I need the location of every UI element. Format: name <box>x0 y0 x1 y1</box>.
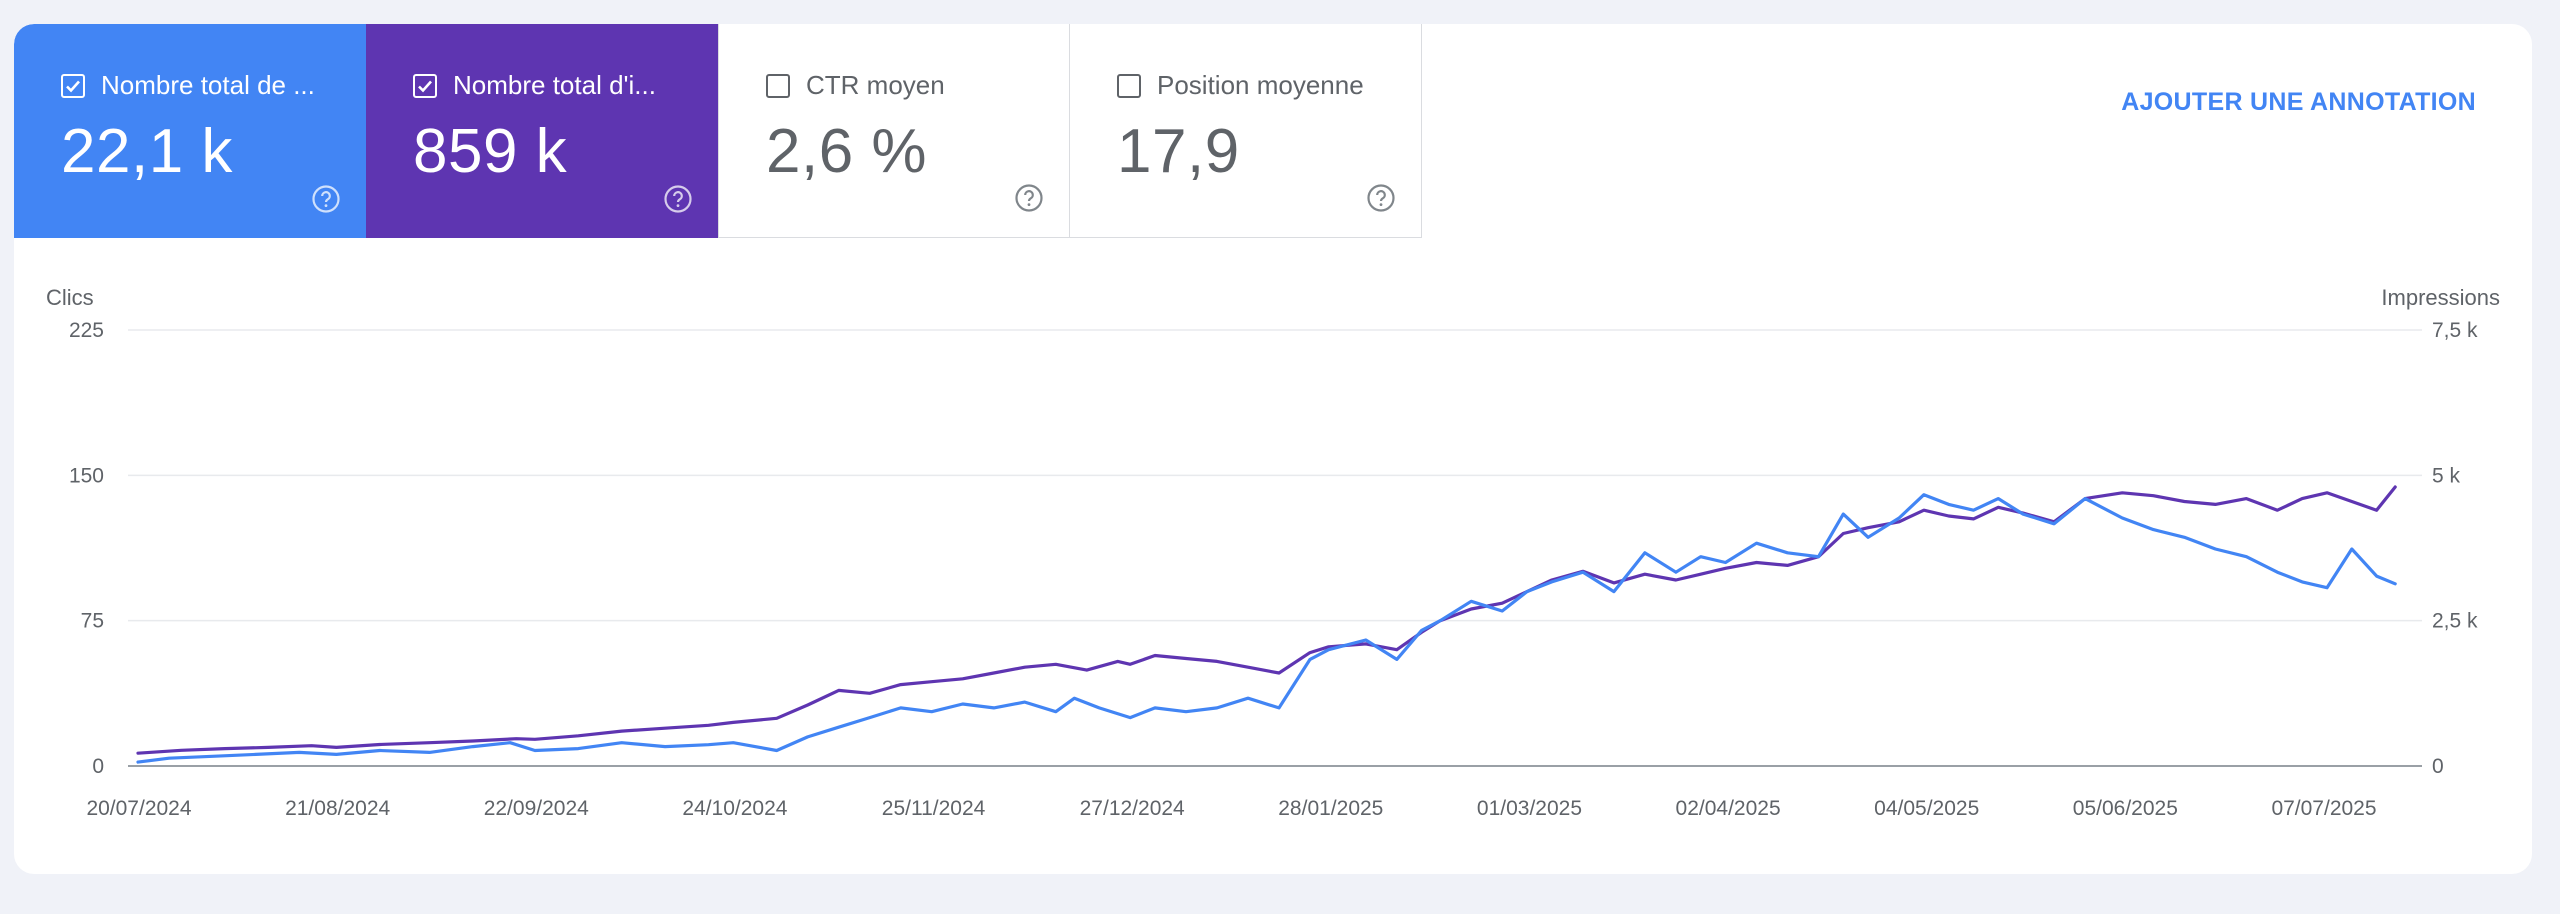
help-icon[interactable] <box>311 184 341 214</box>
metric-tiles: Nombre total de ... 22,1 k Nombre total … <box>14 24 1422 238</box>
x-tick-label: 02/04/2025 <box>1676 797 1781 820</box>
checkbox-checked-icon[interactable] <box>61 73 85 98</box>
x-tick-label: 05/06/2025 <box>2073 797 2178 820</box>
y-right-tick-label: 5 k <box>2432 464 2461 487</box>
add-annotation-button[interactable]: AJOUTER UNE ANNOTATION <box>2121 88 2476 116</box>
y-right-tick-label: 7,5 k <box>2432 319 2478 342</box>
tile-value: 2,6 % <box>766 117 928 186</box>
y-left-tick-label: 150 <box>69 464 104 487</box>
x-tick-label: 25/11/2024 <box>882 797 986 820</box>
x-tick-label: 24/10/2024 <box>682 797 787 820</box>
tile-total-clicks[interactable]: Nombre total de ... 22,1 k <box>14 24 366 238</box>
y-right-tick-label: 2,5 k <box>2432 610 2478 633</box>
tile-header: Nombre total d'i... <box>413 70 656 101</box>
performance-card: Nombre total de ... 22,1 k Nombre total … <box>14 24 2532 874</box>
tile-value: 859 k <box>413 117 568 186</box>
y-left-tick-label: 75 <box>81 610 104 633</box>
y-right-tick-label: 0 <box>2432 755 2444 778</box>
x-tick-label: 20/07/2024 <box>86 797 191 820</box>
y-left-tick-label: 225 <box>69 319 104 342</box>
tile-value: 22,1 k <box>61 117 233 186</box>
help-icon[interactable] <box>663 184 693 214</box>
y-left-axis-title: Clics <box>46 285 94 310</box>
x-tick-label: 27/12/2024 <box>1080 797 1185 820</box>
checkbox-unchecked-icon[interactable] <box>766 73 790 98</box>
tile-label: Nombre total d'i... <box>453 70 656 100</box>
tile-header: Nombre total de ... <box>61 70 315 101</box>
tile-label: CTR moyen <box>806 70 945 100</box>
performance-chart: 0 0 75 2,5 k 150 5 k 225 7,5 k Clics Impressions 2… <box>46 285 2500 820</box>
x-tick-label: 04/05/2025 <box>1874 797 1979 820</box>
x-tick-label: 28/01/2025 <box>1278 797 1383 820</box>
x-tick-label: 22/09/2024 <box>484 797 589 820</box>
tile-header: Position moyenne <box>1117 70 1364 101</box>
x-tick-label: 01/03/2025 <box>1477 797 1582 820</box>
help-icon[interactable] <box>1366 183 1396 213</box>
y-right-axis-title: Impressions <box>2381 285 2500 310</box>
help-icon[interactable] <box>1014 183 1044 213</box>
tile-total-impressions[interactable]: Nombre total d'i... 859 k <box>366 24 718 238</box>
tile-average-position[interactable]: Position moyenne 17,9 <box>1070 24 1422 238</box>
tile-label: Nombre total de ... <box>101 70 315 100</box>
tile-label: Position moyenne <box>1157 70 1364 100</box>
tile-average-ctr[interactable]: CTR moyen 2,6 % <box>718 24 1070 238</box>
series-clicks-line <box>136 493 2397 764</box>
tile-header: CTR moyen <box>766 70 945 101</box>
series-impressions-line <box>136 485 2397 755</box>
y-left-tick-label: 0 <box>92 755 104 778</box>
x-tick-label: 07/07/2025 <box>2271 797 2376 820</box>
tile-value: 17,9 <box>1117 117 1240 186</box>
x-tick-label: 21/08/2024 <box>285 797 390 820</box>
checkbox-unchecked-icon[interactable] <box>1117 73 1141 98</box>
checkbox-checked-icon[interactable] <box>413 73 437 98</box>
